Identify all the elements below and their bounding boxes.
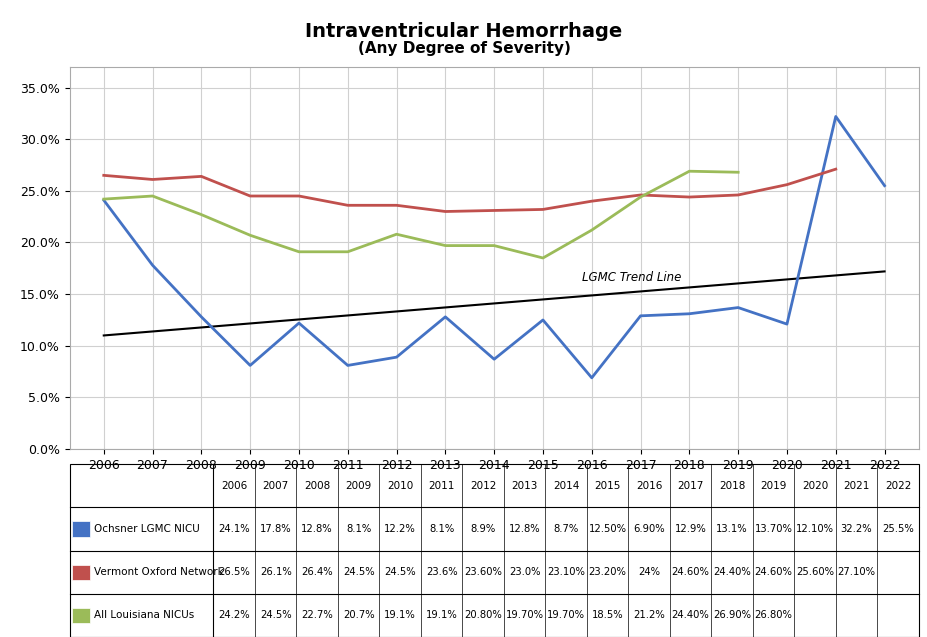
Text: 2017: 2017	[677, 481, 703, 490]
Text: 12.2%: 12.2%	[384, 524, 415, 534]
Text: 20.80%: 20.80%	[464, 610, 502, 620]
Text: 24.5%: 24.5%	[342, 567, 375, 577]
Text: Ochsner LGMC NICU: Ochsner LGMC NICU	[94, 524, 199, 534]
Text: 2011: 2011	[428, 481, 454, 490]
Text: LGMC Trend Line: LGMC Trend Line	[581, 271, 680, 284]
Text: 19.70%: 19.70%	[505, 610, 543, 620]
Text: 24.5%: 24.5%	[384, 567, 415, 577]
Text: 2014: 2014	[552, 481, 578, 490]
Text: 24.1%: 24.1%	[218, 524, 249, 534]
Text: 18.5%: 18.5%	[591, 610, 623, 620]
Text: 19.70%: 19.70%	[547, 610, 584, 620]
Bar	[72, 564, 90, 580]
Text: 2010: 2010	[387, 481, 413, 490]
Text: 27.10%: 27.10%	[836, 567, 874, 577]
Text: 2018: 2018	[718, 481, 744, 490]
Text: Vermont Oxford Network: Vermont Oxford Network	[94, 567, 223, 577]
Text: 8.7%: 8.7%	[552, 524, 578, 534]
Text: 23.60%: 23.60%	[464, 567, 502, 577]
Text: (Any Degree of Severity): (Any Degree of Severity)	[357, 41, 570, 57]
Text: 12.8%: 12.8%	[301, 524, 333, 534]
Text: 24.60%: 24.60%	[671, 567, 709, 577]
Text: 19.1%: 19.1%	[384, 610, 415, 620]
Text: 23.6%: 23.6%	[425, 567, 457, 577]
Text: 2019: 2019	[759, 481, 786, 490]
Text: 12.10%: 12.10%	[795, 524, 833, 534]
Text: 13.70%: 13.70%	[754, 524, 792, 534]
Text: 26.4%: 26.4%	[301, 567, 333, 577]
Text: 24%: 24%	[638, 567, 659, 577]
Text: 32.2%: 32.2%	[840, 524, 871, 534]
Text: 2007: 2007	[262, 481, 288, 490]
Text: 6.90%: 6.90%	[632, 524, 664, 534]
Text: 23.10%: 23.10%	[547, 567, 584, 577]
Text: Intraventricular Hemorrhage: Intraventricular Hemorrhage	[305, 22, 622, 41]
Text: 23.0%: 23.0%	[508, 567, 540, 577]
Text: 2021: 2021	[843, 481, 869, 490]
Text: 2012: 2012	[469, 481, 496, 490]
Text: All Louisiana NICUs: All Louisiana NICUs	[94, 610, 194, 620]
Text: 23.20%: 23.20%	[588, 567, 626, 577]
Text: 12.8%: 12.8%	[508, 524, 540, 534]
Text: 24.2%: 24.2%	[218, 610, 249, 620]
Text: 24.60%: 24.60%	[754, 567, 792, 577]
Text: 19.1%: 19.1%	[425, 610, 457, 620]
Text: 26.90%: 26.90%	[712, 610, 750, 620]
Text: 12.50%: 12.50%	[588, 524, 626, 534]
Text: 2013: 2013	[511, 481, 538, 490]
Text: 2008: 2008	[304, 481, 330, 490]
Text: 8.1%: 8.1%	[346, 524, 371, 534]
Text: 8.9%: 8.9%	[470, 524, 495, 534]
Text: 2022: 2022	[883, 481, 910, 490]
Text: 8.1%: 8.1%	[428, 524, 453, 534]
Text: 24.5%: 24.5%	[260, 610, 291, 620]
Text: 26.5%: 26.5%	[218, 567, 249, 577]
Text: 2015: 2015	[593, 481, 620, 490]
Text: 13.1%: 13.1%	[716, 524, 747, 534]
Text: 25.5%: 25.5%	[882, 524, 913, 534]
Text: 17.8%: 17.8%	[260, 524, 291, 534]
Text: 21.2%: 21.2%	[632, 610, 665, 620]
Text: 24.40%: 24.40%	[712, 567, 750, 577]
Text: 24.40%: 24.40%	[671, 610, 708, 620]
Text: 2006: 2006	[221, 481, 247, 490]
Bar	[72, 608, 90, 623]
Text: 20.7%: 20.7%	[342, 610, 375, 620]
Text: 25.60%: 25.60%	[795, 567, 833, 577]
Bar	[72, 522, 90, 536]
Text: 2009: 2009	[345, 481, 372, 490]
Text: 26.80%: 26.80%	[754, 610, 792, 620]
Text: 26.1%: 26.1%	[260, 567, 291, 577]
Text: 2020: 2020	[801, 481, 827, 490]
Text: 2016: 2016	[635, 481, 662, 490]
Text: 12.9%: 12.9%	[674, 524, 705, 534]
Text: 22.7%: 22.7%	[301, 610, 333, 620]
